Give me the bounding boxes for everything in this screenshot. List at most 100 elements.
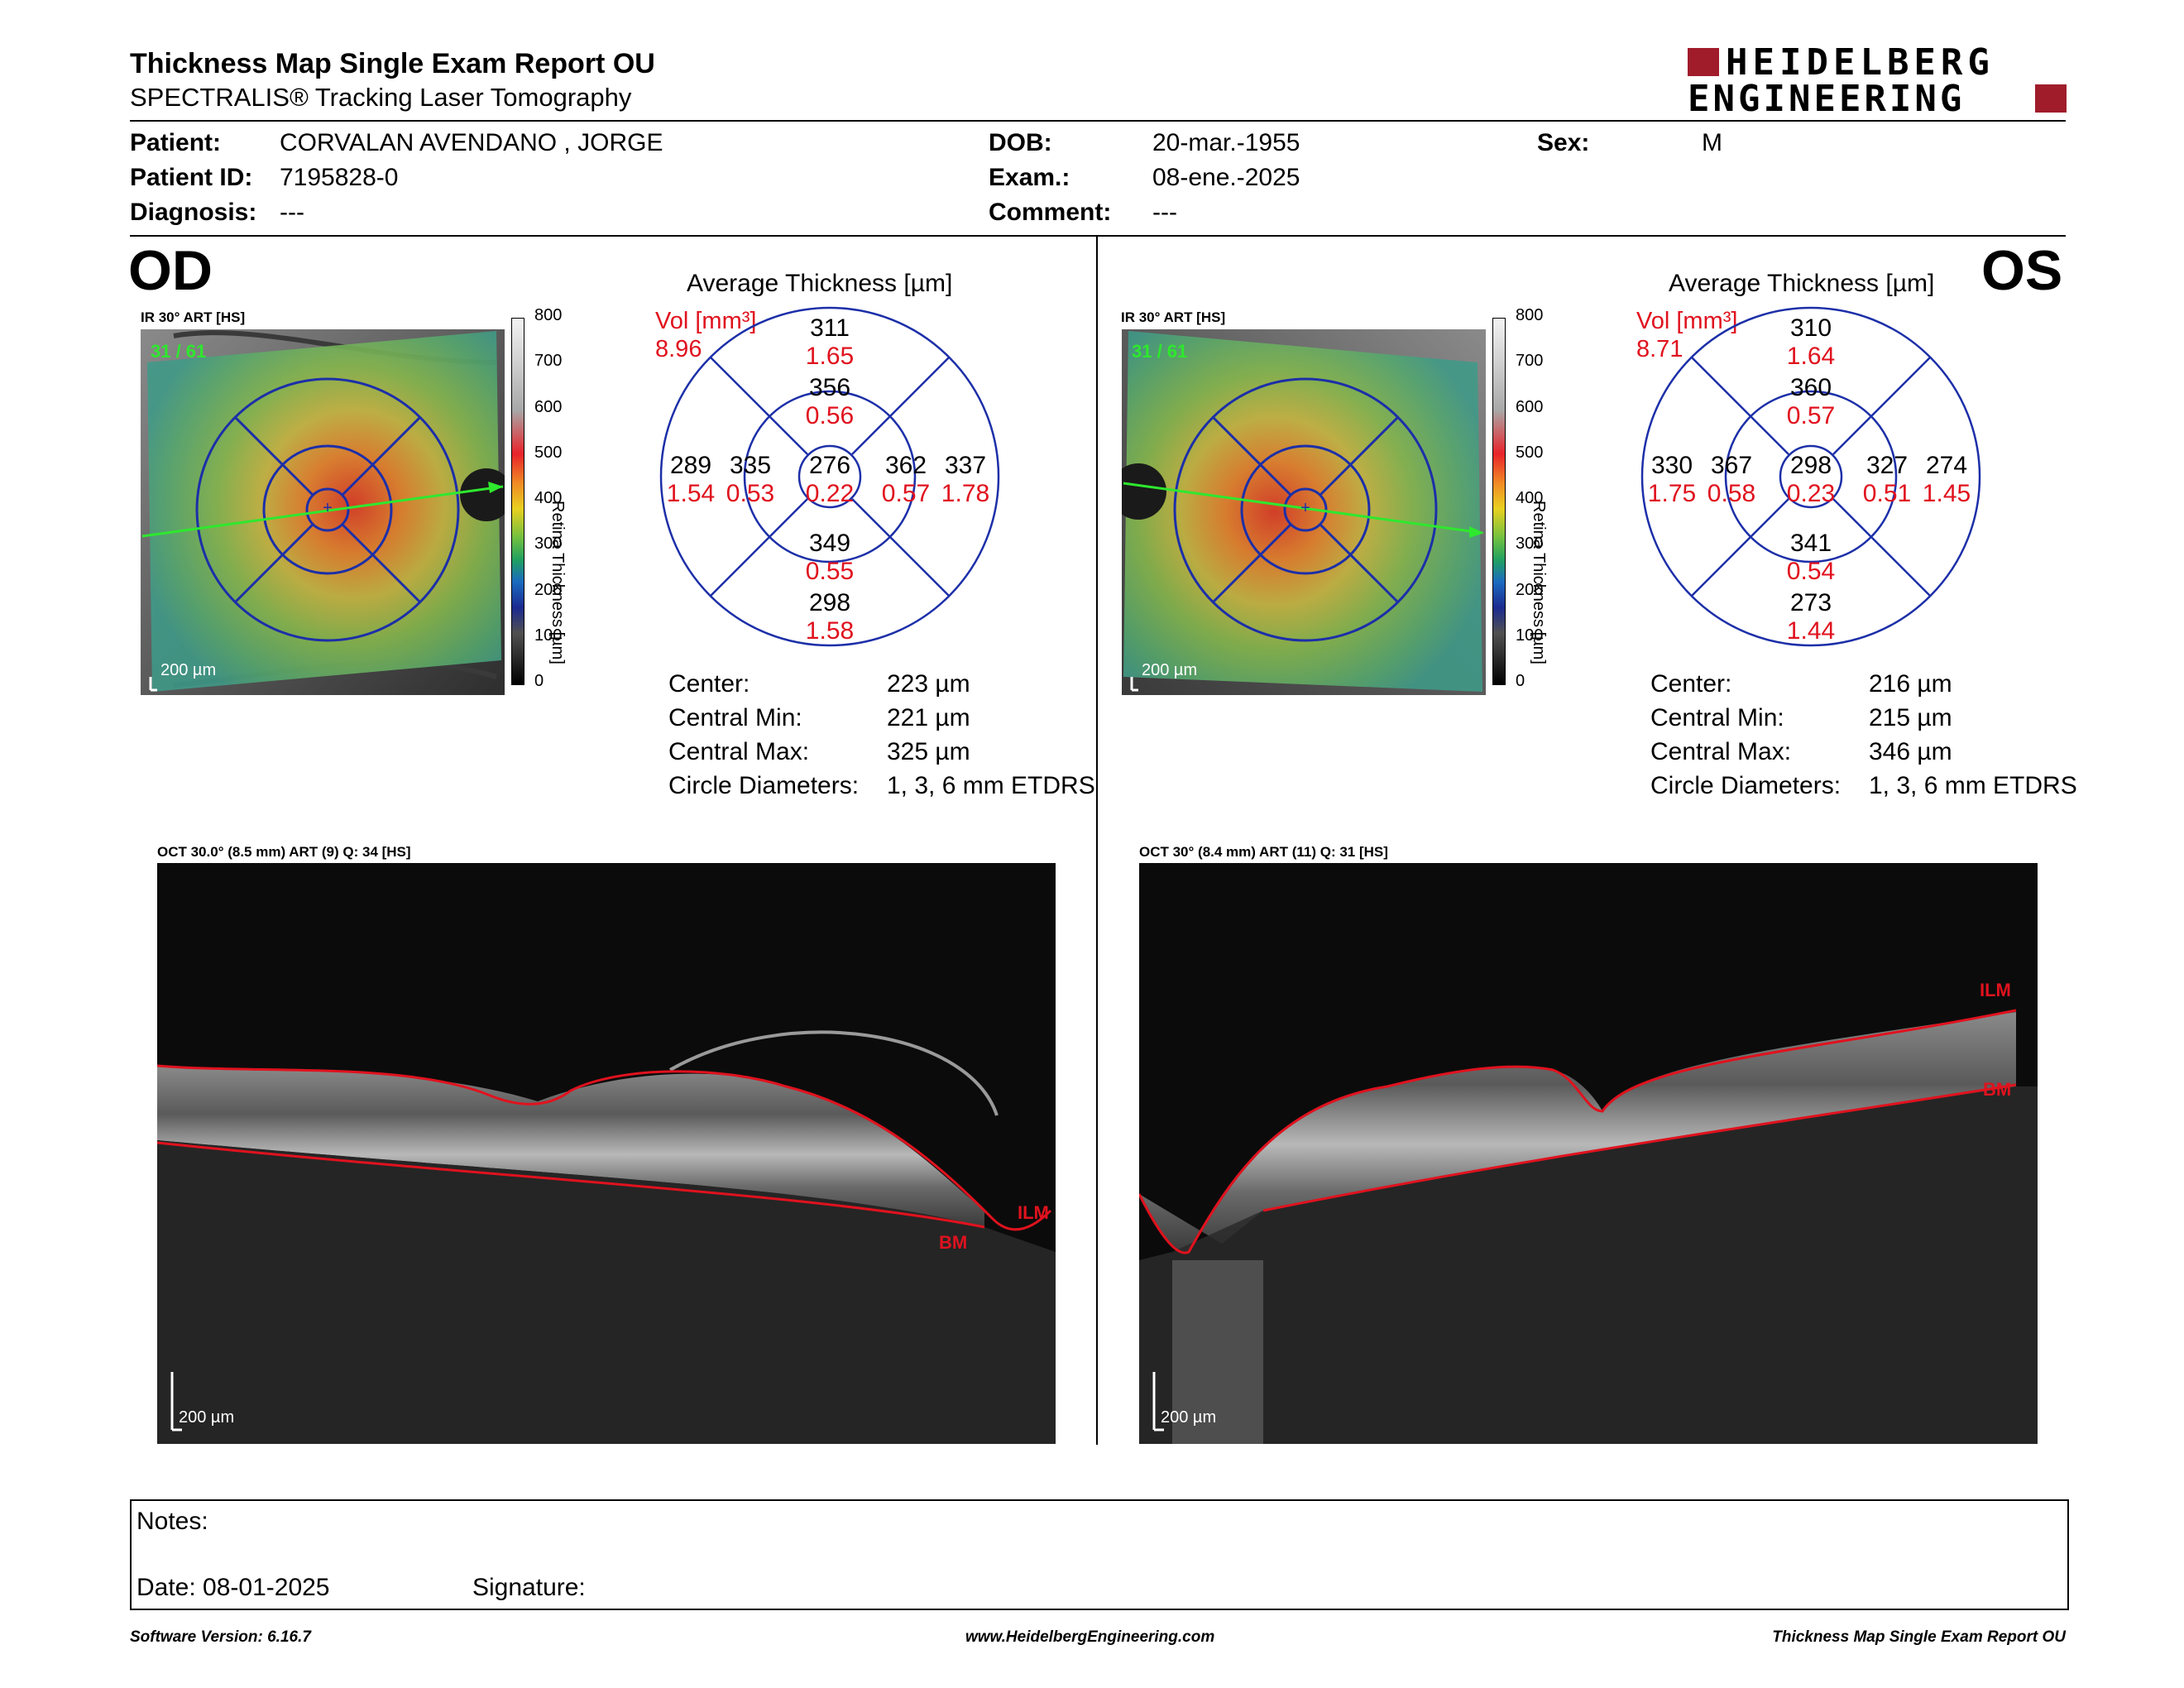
website-link[interactable]: www.HeidelbergEngineering.com [965, 1628, 1215, 1646]
os-inner-right-thickness: 327 [1866, 452, 1909, 479]
exam-label: Exam.: [989, 164, 1070, 191]
os-vol-total: 8.71 [1636, 336, 1684, 362]
od-colorbar-gradient [511, 318, 524, 685]
od-outer-right-vol: 1.78 [941, 480, 990, 507]
od-vol-total: 8.96 [655, 336, 702, 362]
os-diam-value: 1, 3, 6 mm ETDRS [1869, 772, 2077, 799]
logo-square-bottom [2035, 84, 2067, 113]
os-colorbar-tick: 700 [1516, 352, 1544, 371]
od-inner-inf-thickness: 349 [808, 530, 851, 557]
os-ir-label: IR 30° ART [HS] [1121, 309, 1226, 325]
od-central-min-label: Central Min: [668, 704, 802, 731]
os-colorbar-tick: 300 [1516, 535, 1544, 554]
od-scan-arrow [488, 482, 503, 493]
od-ilm-label: ILM [1018, 1202, 1049, 1223]
os-etdrs-chart [1640, 306, 1981, 647]
sex-label: Sex: [1537, 129, 1590, 156]
os-center-vol: 0.23 [1786, 480, 1836, 507]
os-choroid [1139, 1086, 2038, 1444]
os-frames: 31 / 61 [1132, 341, 1187, 362]
os-colorbar-tick: 600 [1516, 397, 1544, 416]
os-central-min-value: 215 µm [1869, 704, 1952, 731]
od-bm-line [157, 1141, 985, 1229]
od-diam-label: Circle Diameters: [668, 772, 860, 799]
os-inner-sup-thickness: 360 [1789, 374, 1832, 401]
os-outer-sup-vol: 1.64 [1786, 343, 1836, 370]
od-fovea-cross: + [323, 499, 333, 517]
os-colorbar-tick: 200 [1516, 580, 1544, 599]
os-thickness-map: + 31 / 61 200 µm [1122, 329, 1486, 695]
od-outer-left-vol: 1.54 [666, 480, 716, 507]
od-ir-label: IR 30° ART [HS] [141, 309, 246, 325]
center-divider [1096, 237, 1098, 1445]
os-center-label: Center: [1650, 670, 1732, 698]
notes-label: Notes: [136, 1508, 208, 1535]
os-inner-left-vol: 0.58 [1707, 480, 1756, 507]
os-outer-left-thickness: 330 [1650, 452, 1693, 479]
diagnosis-value: --- [280, 199, 304, 226]
patient-label: Patient: [130, 129, 222, 156]
od-outer-left-thickness: 289 [669, 452, 712, 479]
dob-label: DOB: [989, 129, 1052, 156]
report-title: Thickness Map Single Exam Report OU [130, 48, 655, 79]
os-outer-right-vol: 1.45 [1922, 480, 1971, 507]
od-etdrs-grid [195, 377, 460, 642]
os-scan-line [1123, 482, 1483, 535]
od-oct-label: OCT 30.0° (8.5 mm) ART (9) Q: 34 [HS] [157, 844, 411, 860]
od-ilm-line [157, 1064, 1052, 1231]
od-colorbar-tick: 600 [534, 397, 563, 416]
patient-id-value: 7195828-0 [280, 164, 399, 191]
od-colorbar-tick: 500 [534, 443, 563, 462]
os-center-thickness: 298 [1789, 452, 1832, 479]
os-oct-scale-label: 200 µm [1161, 1408, 1216, 1427]
os-inner-right-vol: 0.51 [1862, 480, 1912, 507]
od-optic-disc [460, 468, 505, 521]
os-outer-sup-thickness: 310 [1789, 314, 1832, 342]
diagnosis-label: Diagnosis: [130, 199, 257, 226]
logo-line1: HEIDELBERG [1726, 41, 1995, 84]
od-inner-left-thickness: 335 [729, 452, 772, 479]
notes-box[interactable]: Notes: Date: 08-01-2025 Signature: [130, 1499, 2069, 1610]
os-outer-right-thickness: 274 [1925, 452, 1968, 479]
report-subtitle: SPECTRALIS® Tracking Laser Tomography [130, 83, 632, 112]
logo-line2: ENGINEERING [1688, 78, 1966, 120]
os-optic-nerve-shadow [1172, 1260, 1263, 1444]
od-outer-inf-vol: 1.58 [805, 617, 855, 645]
od-scan-line [141, 485, 504, 538]
od-central-max-value: 325 µm [887, 738, 970, 765]
od-inner-sup-thickness: 356 [808, 374, 851, 401]
os-inner-inf-vol: 0.54 [1786, 558, 1836, 585]
os-bm-label: BM [1983, 1079, 2011, 1100]
patient-id-label: Patient ID: [130, 164, 253, 191]
os-inner-inf-thickness: 341 [1789, 530, 1832, 557]
od-outer-sup-thickness: 311 [810, 314, 850, 342]
od-colorbar-label: Retina Thickness [µm] [548, 501, 567, 664]
os-vol-label: Vol [mm³] [1636, 308, 1738, 334]
od-colorbar-tick: 300 [534, 535, 563, 554]
od-colorbar-tick: 100 [534, 626, 563, 645]
os-inner-sup-vol: 0.57 [1786, 402, 1836, 429]
os-oct-bscan: ILM BM 200 µm [1139, 863, 2038, 1444]
od-inner-left-vol: 0.53 [726, 480, 775, 507]
os-colorbar-tick: 100 [1516, 626, 1544, 645]
os-central-max-value: 346 µm [1869, 738, 1952, 765]
os-oct-label: OCT 30° (8.4 mm) ART (11) Q: 31 [HS] [1139, 844, 1388, 860]
os-colorbar-tick: 400 [1516, 489, 1544, 507]
os-ilm-label: ILM [1980, 980, 2011, 1000]
od-center-thickness: 276 [808, 452, 851, 479]
od-center-vol: 0.22 [805, 480, 855, 507]
os-outer-left-vol: 1.75 [1647, 480, 1697, 507]
os-eye-label: OS [1981, 239, 2063, 302]
od-oct-bscan: ILM BM 200 µm [157, 863, 1056, 1444]
os-central-max-label: Central Max: [1650, 738, 1792, 765]
os-scale-label: 200 µm [1142, 661, 1197, 679]
od-center-value: 223 µm [887, 670, 970, 698]
od-scale-label: 200 µm [160, 661, 216, 679]
signature-label: Signature: [472, 1574, 586, 1601]
os-colorbar-label: Retina Thickness [µm] [1530, 501, 1548, 664]
od-central-max-label: Central Max: [668, 738, 810, 765]
patient-divider [130, 235, 2066, 237]
os-colorbar-tick: 800 [1516, 306, 1544, 324]
os-inner-left-thickness: 367 [1710, 452, 1753, 479]
od-inner-right-vol: 0.57 [881, 480, 931, 507]
